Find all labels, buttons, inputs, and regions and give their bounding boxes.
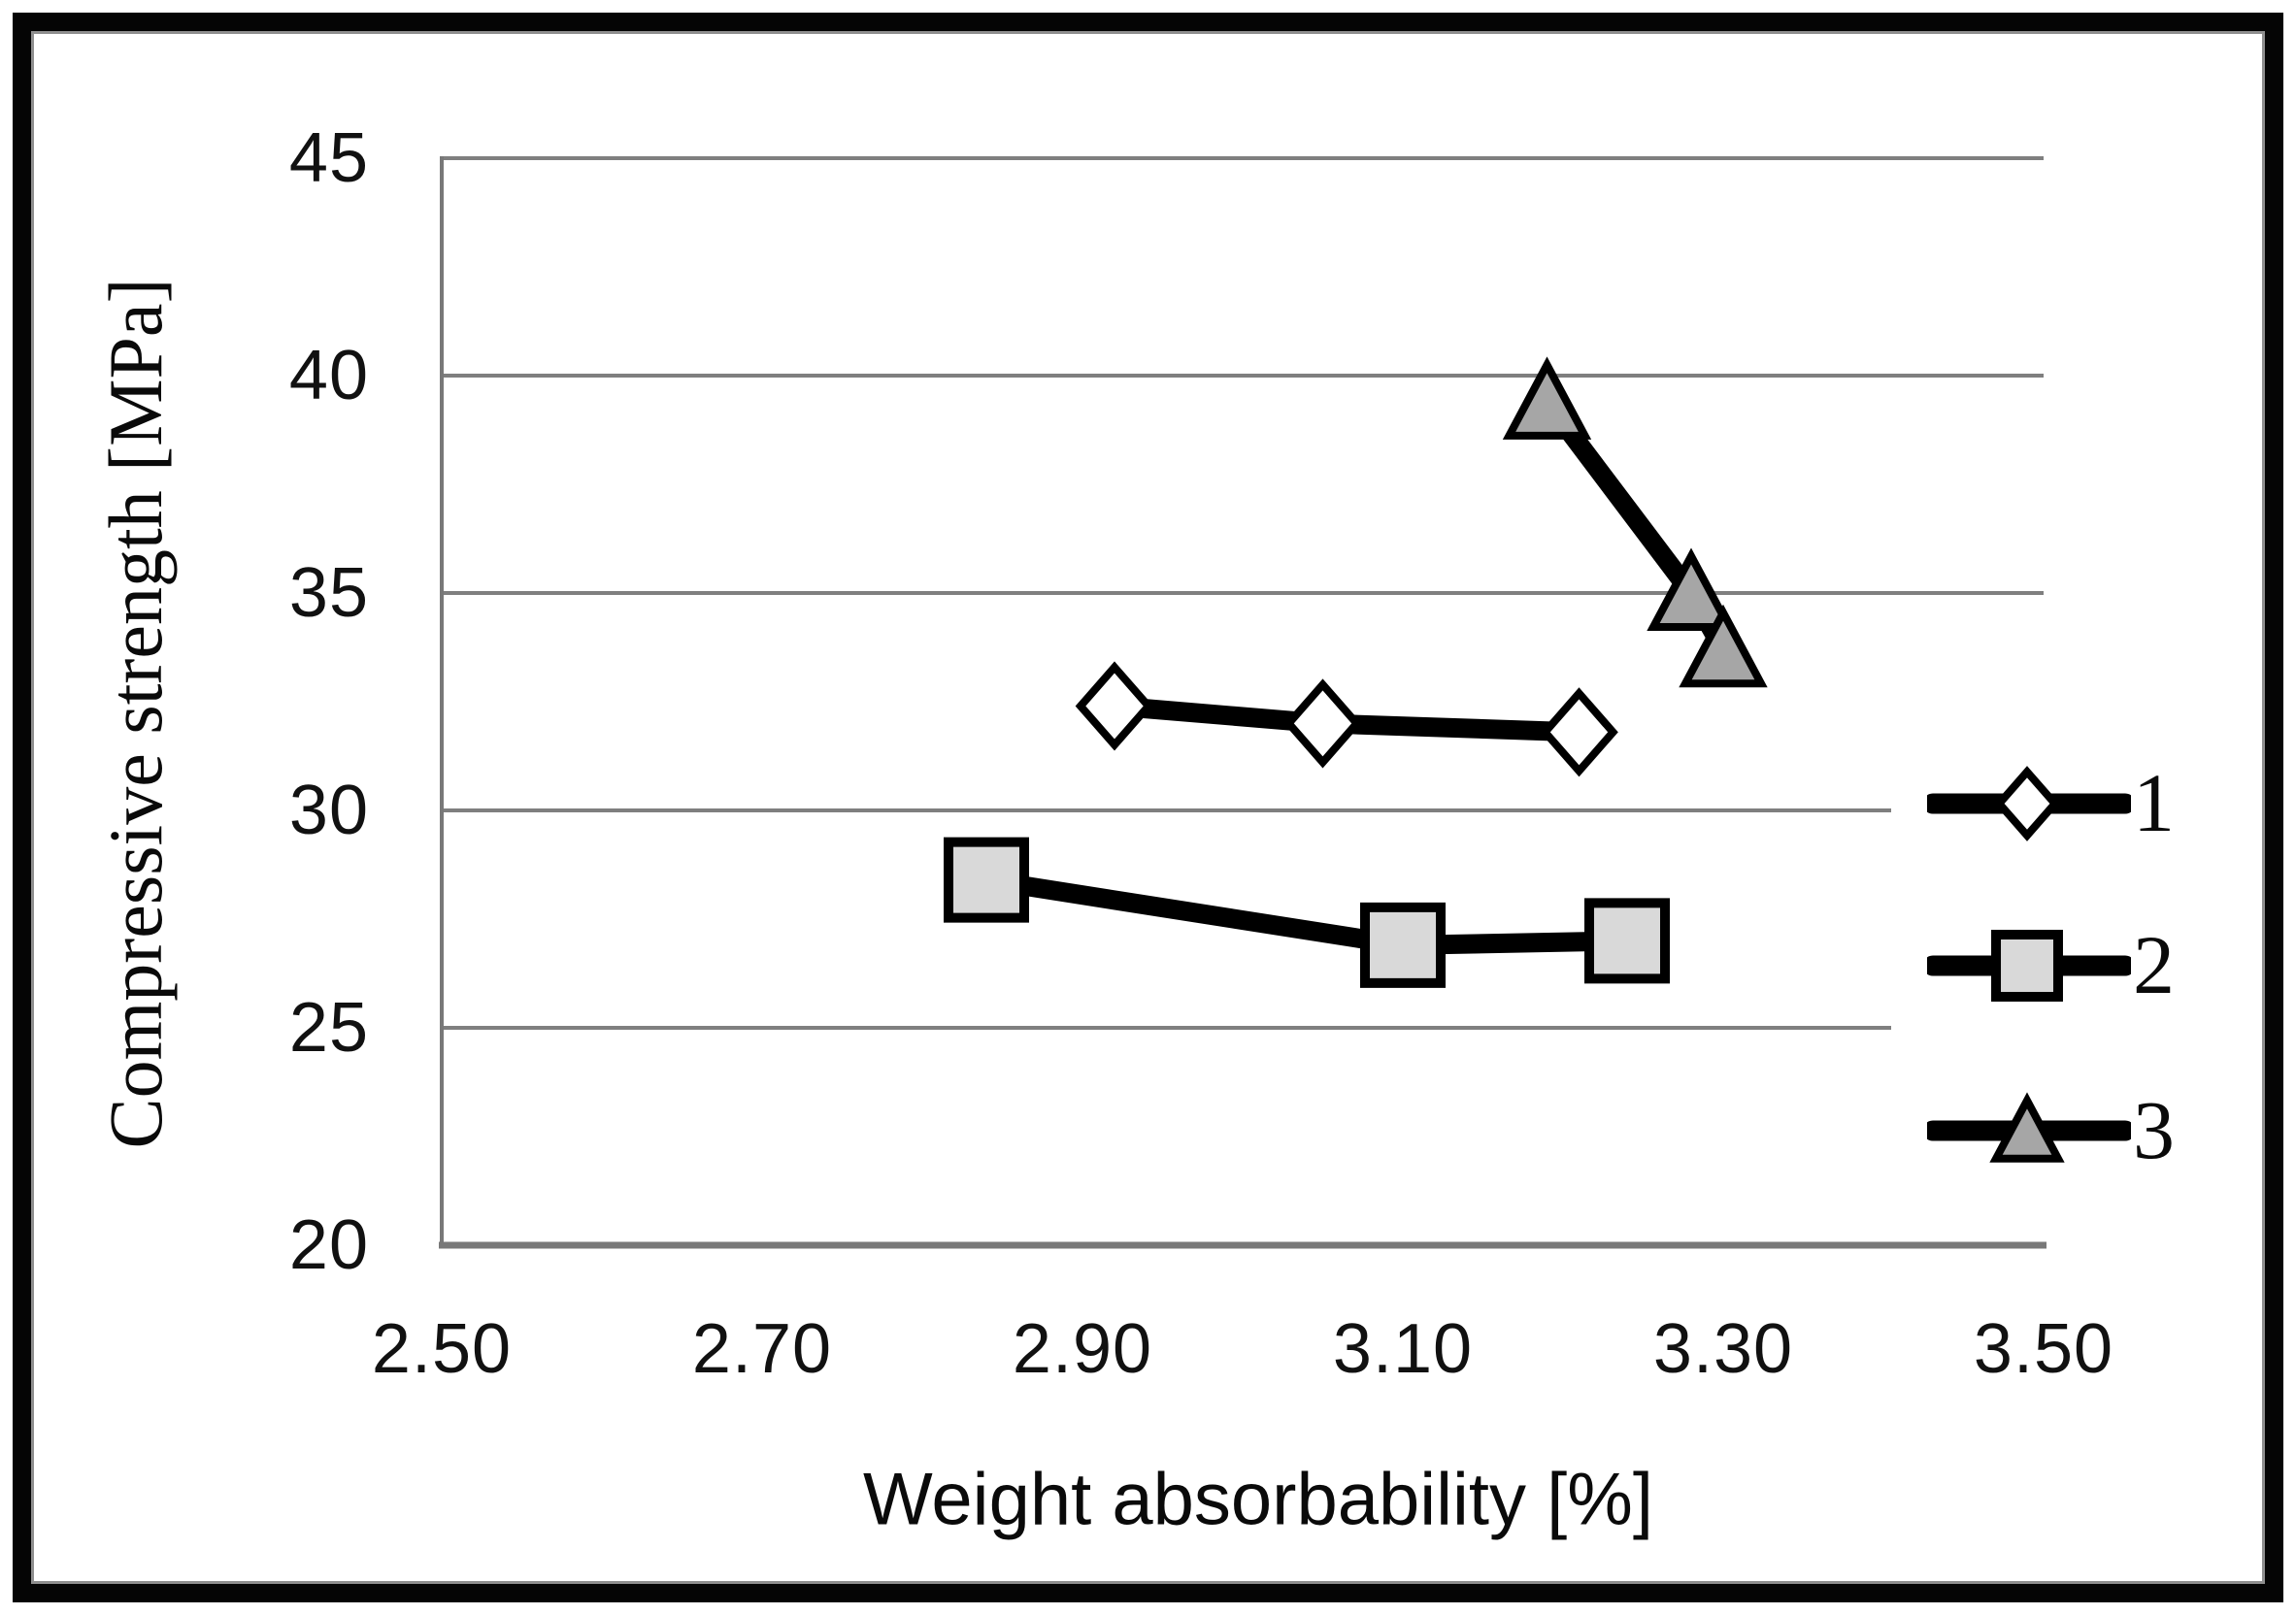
y-tick-label: 35 [288,554,369,632]
y-tick-label: 25 [288,989,369,1067]
y-tick-label: 30 [288,772,369,849]
series-3-point-2 [1679,604,1768,688]
square-marker-icon [1927,930,2131,1002]
y-tick-label: 40 [288,337,369,414]
legend-label: 3 [2133,1083,2175,1176]
legend-marker-square [1991,930,2063,1002]
legend-item-series-2: 2 [1927,917,2247,1014]
series-2-point-0 [944,837,1029,923]
x-tick-label: 3.50 [1973,1310,2114,1388]
x-tick-label: 2.70 [691,1310,833,1388]
y-tick-label: 20 [288,1206,369,1284]
legend-item-series-1: 1 [1927,755,2247,852]
series-1-point-0 [1075,661,1154,751]
series-2-line [984,870,1628,955]
y-axis-title: Compressive strength [MPa] [93,278,178,1149]
series-1-point-2 [1540,687,1618,777]
y-tick-label: 45 [288,119,369,197]
legend-marker-diamond [1993,766,2061,841]
series-3-point-0 [1502,356,1592,440]
x-axis-title: Weight absorbability [%] [863,1458,1653,1541]
x-tick-label: 3.10 [1332,1310,1474,1388]
series-1-point-1 [1283,678,1362,769]
x-tick-label: 2.50 [371,1310,513,1388]
legend-label: 1 [2133,756,2175,849]
x-tick-label: 2.90 [1012,1310,1153,1388]
series-2-point-2 [1584,898,1670,984]
triangle-marker-icon [1927,1092,2131,1163]
legend-item-series-3: 3 [1927,1082,2247,1179]
legend-label: 2 [2133,918,2175,1011]
series-2-point-1 [1360,902,1446,988]
series-3-point-1 [1647,547,1736,631]
diamond-marker-icon [1927,766,2131,841]
legend-marker-triangle [1989,1092,2065,1163]
x-tick-label: 3.30 [1652,1310,1794,1388]
